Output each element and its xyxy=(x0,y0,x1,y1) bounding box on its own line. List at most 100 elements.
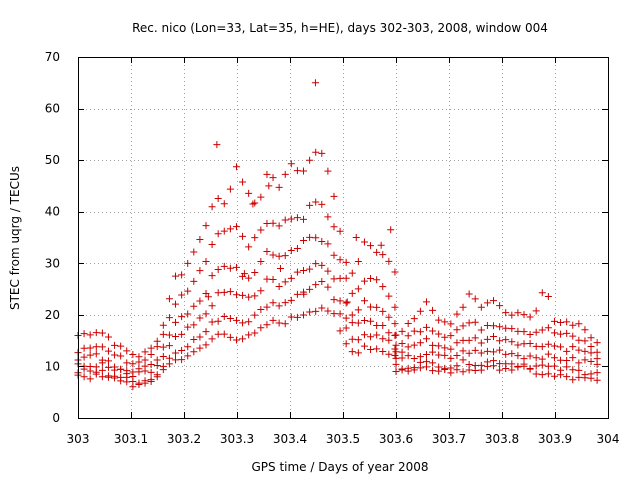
data-point xyxy=(281,299,289,307)
data-point xyxy=(587,357,595,365)
data-point xyxy=(263,275,271,283)
data-point xyxy=(459,347,467,355)
data-point xyxy=(275,319,283,327)
data-point xyxy=(526,330,534,338)
data-point xyxy=(398,340,406,348)
data-point xyxy=(178,330,186,338)
data-point xyxy=(226,185,234,193)
data-point xyxy=(92,350,100,358)
data-point xyxy=(104,333,112,341)
data-point xyxy=(459,303,467,311)
data-point xyxy=(165,295,173,303)
data-point xyxy=(184,343,192,351)
data-point xyxy=(373,303,381,311)
data-points xyxy=(74,79,601,391)
data-point xyxy=(410,315,418,323)
data-point xyxy=(141,348,149,356)
data-point xyxy=(496,323,504,331)
data-point xyxy=(111,374,119,382)
data-point xyxy=(98,373,106,381)
data-point xyxy=(453,339,461,347)
y-tick-label: 50 xyxy=(45,153,60,167)
data-point xyxy=(385,257,393,265)
data-point xyxy=(348,319,356,327)
data-point xyxy=(269,174,277,182)
data-point xyxy=(557,343,565,351)
data-point xyxy=(496,366,504,374)
data-point xyxy=(587,374,595,382)
data-point xyxy=(391,351,399,359)
data-point xyxy=(123,378,131,386)
data-point xyxy=(336,256,344,264)
data-point xyxy=(165,360,173,368)
data-point xyxy=(293,167,301,175)
data-point xyxy=(318,304,326,312)
data-point xyxy=(477,326,485,334)
data-point xyxy=(251,234,259,242)
data-point xyxy=(563,363,571,371)
data-point xyxy=(147,344,155,352)
axis-ticks: 303 303.1 303.2 303.3 303.4 303.5 303.6 303.7 30… xyxy=(45,50,620,446)
data-point xyxy=(502,350,510,358)
data-point xyxy=(190,302,198,310)
data-point xyxy=(318,238,326,246)
y-axis-label: STEC from uqrg / TECUs xyxy=(8,166,22,310)
data-point xyxy=(385,329,393,337)
chart-title: Rec. nico (Lon=33, Lat=35, h=HE), days 3… xyxy=(132,21,548,35)
data-point xyxy=(226,315,234,323)
data-point xyxy=(275,302,283,310)
data-point xyxy=(123,359,131,367)
data-point xyxy=(441,365,449,373)
data-point xyxy=(330,275,338,283)
data-point xyxy=(245,243,253,251)
data-point xyxy=(147,368,155,376)
data-point xyxy=(153,373,161,381)
data-point xyxy=(435,351,443,359)
data-point xyxy=(385,336,393,344)
data-point xyxy=(377,241,385,249)
data-point xyxy=(245,318,253,326)
data-point xyxy=(581,326,589,334)
data-point xyxy=(196,314,204,322)
data-point xyxy=(153,361,161,369)
data-point xyxy=(172,300,180,308)
data-point xyxy=(178,346,186,354)
data-point xyxy=(514,352,522,360)
data-point xyxy=(293,290,301,298)
data-point xyxy=(111,366,119,374)
data-point xyxy=(490,332,498,340)
data-point xyxy=(300,167,308,175)
data-point xyxy=(538,343,546,351)
data-point xyxy=(520,362,528,370)
data-point xyxy=(453,326,461,334)
data-point xyxy=(312,281,320,289)
data-point xyxy=(459,356,467,364)
data-point xyxy=(165,342,173,350)
x-tick-label: 303.3 xyxy=(220,432,254,446)
data-point xyxy=(416,364,424,372)
data-point xyxy=(465,319,473,327)
data-point xyxy=(104,347,112,355)
data-point xyxy=(245,293,253,301)
data-point xyxy=(544,293,552,301)
data-point xyxy=(385,292,393,300)
data-point xyxy=(429,359,437,367)
data-point xyxy=(275,222,283,230)
data-point xyxy=(367,317,375,325)
data-point xyxy=(410,366,418,374)
data-point xyxy=(318,200,326,208)
data-point xyxy=(575,366,583,374)
data-point xyxy=(239,232,247,240)
data-point xyxy=(239,319,247,327)
data-point xyxy=(312,307,320,315)
data-point xyxy=(287,313,295,321)
data-point xyxy=(471,346,479,354)
data-point xyxy=(178,291,186,299)
data-point xyxy=(483,321,491,329)
data-point xyxy=(581,347,589,355)
data-point xyxy=(172,318,180,326)
data-point xyxy=(569,332,577,340)
data-point xyxy=(348,335,356,343)
data-point xyxy=(172,349,180,357)
